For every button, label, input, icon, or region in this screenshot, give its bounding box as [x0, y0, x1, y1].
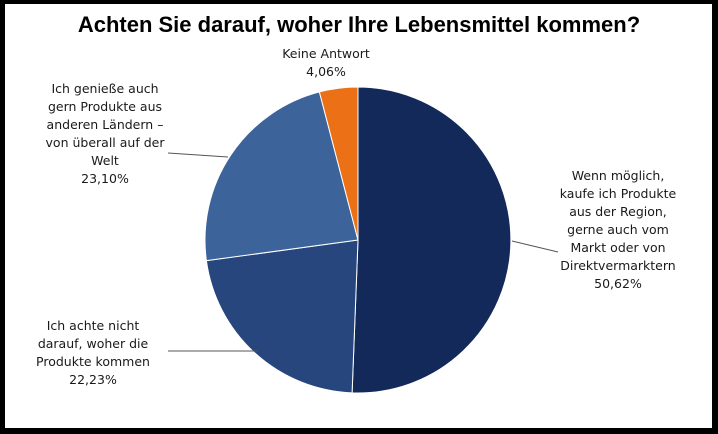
slice-label-line: gern Produkte aus: [48, 99, 162, 114]
slice-label-line: gerne auch vom: [567, 222, 669, 237]
slice-label-line: kaufe ich Produkte: [560, 186, 677, 201]
slice-label-ausland: Ich genieße auch gern Produkte aus anderen…: [46, 81, 166, 186]
slice-label-line: Ich achte nicht: [47, 318, 140, 333]
chart-title: Achten Sie darauf, woher Ihre Lebensmitt…: [77, 12, 641, 37]
slice-value-region: 50,62%: [594, 276, 642, 291]
slice-label-line: anderen Ländern –: [47, 117, 164, 132]
slice-label-keine-antwort: Keine Antwort 4,06%: [282, 46, 370, 79]
leader-line-region: [511, 240, 559, 253]
slice-value-ausland: 23,10%: [81, 171, 129, 186]
slice-value-egal: 22,23%: [69, 372, 117, 387]
slice-label-line: Markt oder von: [570, 240, 665, 255]
pie-slices: [204, 86, 512, 394]
slice-label-region: Wenn möglich, kaufe ich Produkte aus der R…: [560, 168, 677, 291]
slice-label-line: Produkte kommen: [36, 354, 150, 369]
slice-label-line: Wenn möglich,: [572, 168, 665, 183]
pie-slice-keine-antwort: [318, 86, 359, 241]
leader-lines: [167, 152, 559, 352]
slice-label-line: aus der Region,: [569, 204, 667, 219]
slice-label-line: von überall auf der: [46, 135, 166, 150]
leader-line-ausland: [167, 152, 229, 158]
slice-label-line: Ich genieße auch: [51, 81, 158, 96]
pie-slice-egal: [205, 239, 359, 394]
slice-labels: Wenn möglich, kaufe ich Produkte aus der R…: [36, 46, 676, 387]
slice-label-line: Direktvermarktern: [560, 258, 675, 273]
pie-slice-ausland: [204, 91, 359, 262]
pie-slice-region: [351, 86, 512, 394]
slice-label-line: darauf, woher die: [38, 336, 149, 351]
slice-label-egal: Ich achte nicht darauf, woher die Produkte…: [36, 318, 150, 387]
slice-value-keine-antwort: 4,06%: [306, 64, 346, 79]
slice-label-line: Welt: [91, 153, 119, 168]
slice-label-line: Keine Antwort: [282, 46, 370, 61]
